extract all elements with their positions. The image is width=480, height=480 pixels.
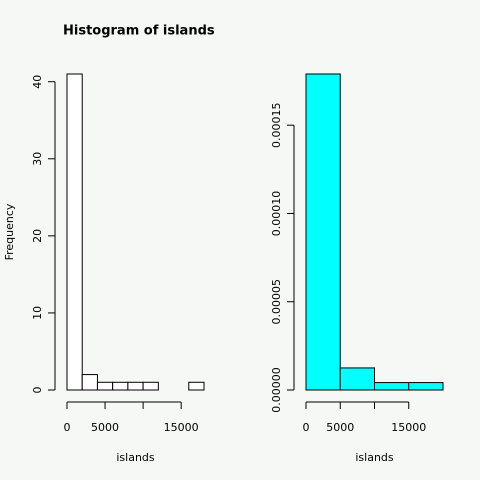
histogram-bar [81,374,98,391]
x-axis-label: islands [355,451,394,464]
histogram-bar [96,381,114,391]
y-axis-label: Frequency [3,203,16,260]
y-tick-label: 10 [31,306,44,320]
x-axis-label: islands [116,451,155,464]
histogram-bar [408,382,444,391]
y-tick-label: 0.00015 [270,102,283,147]
y-tick-label: 0.00010 [270,191,283,237]
y-tick-label: 0.00000 [270,367,283,413]
x-tick-label: 0 [303,421,310,434]
histogram-bar [142,381,159,391]
y-tick-label: 40 [31,75,44,89]
x-tick-label: 5000 [326,421,354,434]
y-tick-label: 30 [31,152,44,166]
y-tick-label: 0 [31,387,44,394]
histogram-bar [305,73,341,391]
histogram-bar [112,381,129,391]
histogram-bar [66,73,83,391]
histogram-bar [127,381,144,391]
x-tick-label: 5000 [91,421,119,434]
chart-title: Histogram of islands [63,24,215,39]
y-tick-label: 0.00005 [270,279,283,325]
histogram-bar [339,367,375,391]
y-tick-label: 20 [31,229,44,243]
histogram-bar [188,381,205,391]
x-tick-label: 15000 [391,421,426,434]
histogram-bar [374,382,410,391]
x-tick-label: 15000 [164,421,199,434]
x-tick-label: 0 [64,421,71,434]
